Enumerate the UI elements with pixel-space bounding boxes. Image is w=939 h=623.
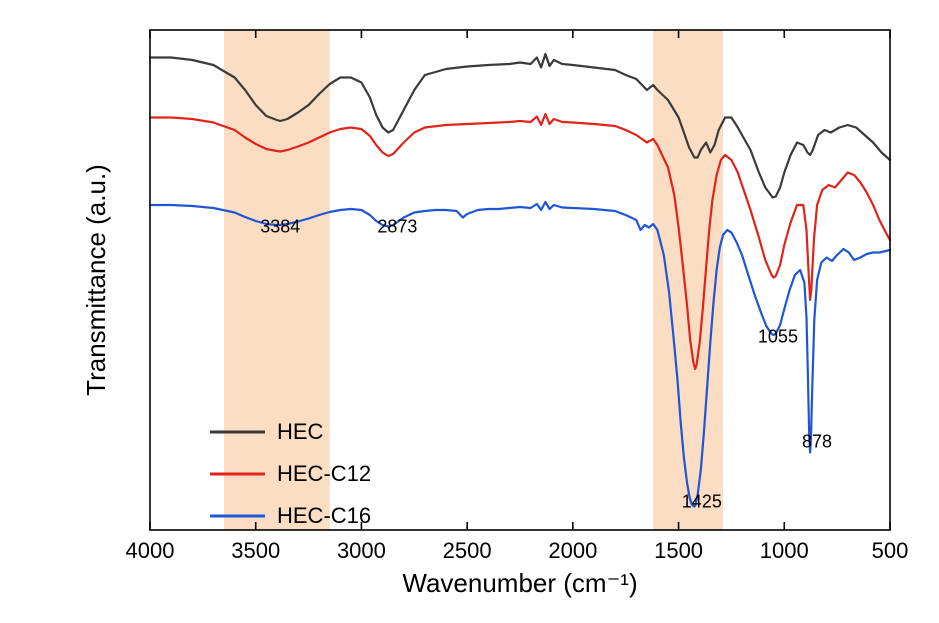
x-tick-label: 3500 bbox=[231, 538, 280, 563]
x-tick-label: 2000 bbox=[548, 538, 597, 563]
peak-label-1425: 1425 bbox=[682, 492, 722, 512]
x-tick-label: 500 bbox=[872, 538, 909, 563]
peak-label-1055: 1055 bbox=[758, 327, 798, 347]
x-tick-label: 1500 bbox=[654, 538, 703, 563]
peak-label-3384: 3384 bbox=[260, 217, 300, 237]
x-tick-label: 2500 bbox=[443, 538, 492, 563]
x-tick-label: 3000 bbox=[337, 538, 386, 563]
x-axis-label: Wavenumber (cm⁻¹) bbox=[402, 568, 637, 598]
legend-label-HEC: HEC bbox=[277, 419, 324, 444]
legend-label-HEC-C16: HEC-C16 bbox=[277, 503, 371, 528]
peak-label-2873: 2873 bbox=[377, 217, 417, 237]
x-tick-label: 1000 bbox=[760, 538, 809, 563]
x-tick-label: 4000 bbox=[126, 538, 175, 563]
legend-label-HEC-C12: HEC-C12 bbox=[277, 461, 371, 486]
y-axis-label: Transmittance (a.u.) bbox=[81, 164, 111, 396]
ftir-spectrum-chart: 4000 3500 3000 2500 2000 1500 1000 500 3384 2873… bbox=[0, 0, 939, 623]
peak-label-878: 878 bbox=[802, 432, 832, 452]
